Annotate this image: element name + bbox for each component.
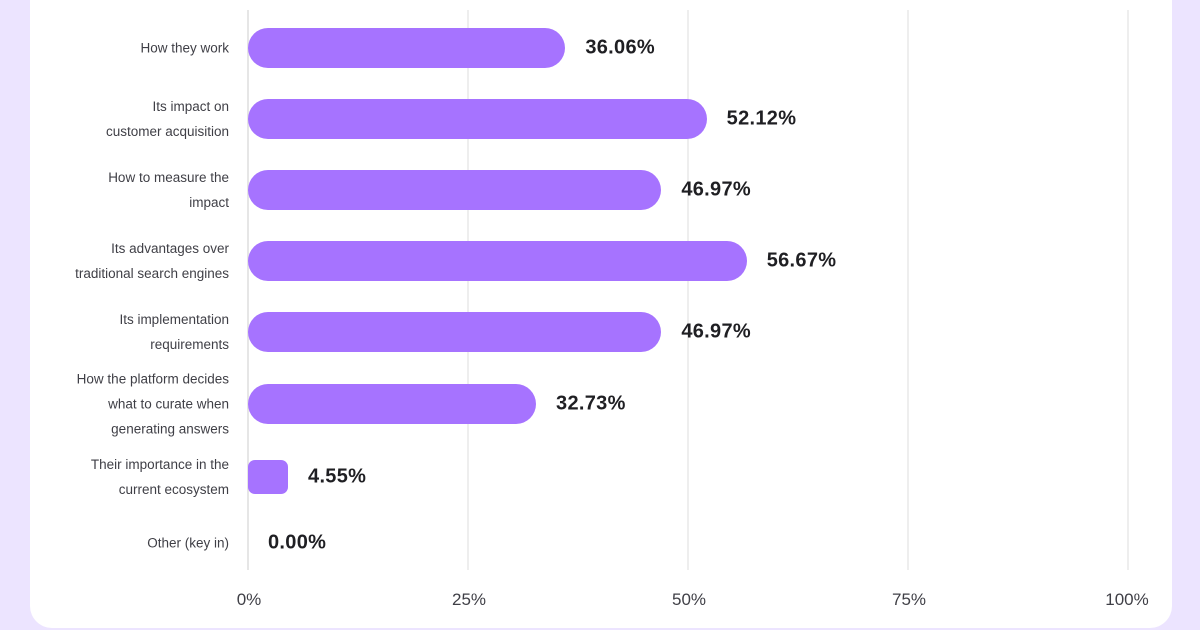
- value-label: 4.55%: [308, 465, 367, 488]
- bar-row: How the platform decides what to curate …: [0, 372, 1200, 437]
- category-label: Its advantages over traditional search e…: [75, 236, 229, 286]
- bar[interactable]: [248, 384, 537, 424]
- bar[interactable]: [248, 99, 707, 139]
- bar-row: Their importance in the current ecosyste…: [0, 457, 1200, 497]
- value-label: 0.00%: [268, 531, 327, 554]
- value-label: 32.73%: [556, 392, 626, 415]
- bar[interactable]: [248, 460, 289, 494]
- category-label-line: Its implementation: [119, 312, 229, 327]
- category-label: How they work: [140, 36, 229, 61]
- category-label-line: How they work: [140, 40, 229, 56]
- x-tick-label: 75%: [891, 590, 927, 609]
- category-label: Other (key in): [147, 531, 229, 556]
- category-label: How the platform decides what to curate …: [77, 367, 229, 442]
- x-tick-label: 100%: [1105, 590, 1149, 609]
- category-label-line: customer acquisition: [105, 124, 229, 139]
- category-label: Its impact on customer acquisition: [106, 94, 229, 144]
- x-tick-label: 50%: [671, 590, 707, 609]
- gridline-75: [907, 10, 909, 570]
- category-label-line: Its advantages over: [111, 241, 229, 256]
- category-label-line: Other (key in): [147, 535, 229, 551]
- category-label-line: Their importance in the: [90, 457, 229, 472]
- category-label: Its implementation requirements: [119, 307, 229, 357]
- value-label: 46.97%: [681, 178, 751, 201]
- gridline-100: [1127, 10, 1129, 570]
- bar-row: Its implementation requirements 46.97%: [0, 312, 1200, 352]
- category-label-line: Its impact on: [152, 99, 229, 114]
- category-label-line: what to curate when: [108, 396, 229, 412]
- bar[interactable]: [248, 28, 566, 68]
- value-label: 36.06%: [585, 36, 655, 59]
- gridline-25: [467, 10, 469, 570]
- category-label-line: current ecosystem: [118, 482, 229, 497]
- x-tick-label: 25%: [451, 590, 487, 609]
- value-label: 46.97%: [681, 320, 751, 343]
- bar-row: How they work 36.06%: [0, 28, 1200, 68]
- bar[interactable]: [248, 170, 662, 210]
- bar[interactable]: [248, 312, 662, 352]
- bar-row: How to measure the impact 46.97%: [0, 170, 1200, 210]
- category-label-line: requirements: [150, 337, 229, 352]
- gridline-0: [247, 10, 249, 570]
- x-tick-label: 0%: [236, 590, 262, 609]
- category-label: Their importance in the current ecosyste…: [91, 452, 229, 502]
- category-label-line: traditional search engines: [75, 266, 229, 281]
- bar-row: Its impact on customer acquisition 52.12…: [0, 99, 1200, 139]
- bar[interactable]: [248, 241, 747, 281]
- category-label-line: How the platform decides: [76, 371, 229, 387]
- value-label: 52.12%: [726, 107, 797, 130]
- gridline-50: [687, 10, 689, 570]
- category-label-line: generating answers: [111, 421, 229, 437]
- category-label-line: impact: [189, 195, 229, 210]
- bar-row: Its advantages over traditional search e…: [0, 241, 1200, 281]
- value-label: 56.67%: [766, 249, 837, 272]
- category-label-line: How to measure the: [108, 170, 229, 185]
- bar-row: Other (key in) 0.00%: [0, 523, 1200, 563]
- category-label: How to measure the impact: [108, 165, 229, 215]
